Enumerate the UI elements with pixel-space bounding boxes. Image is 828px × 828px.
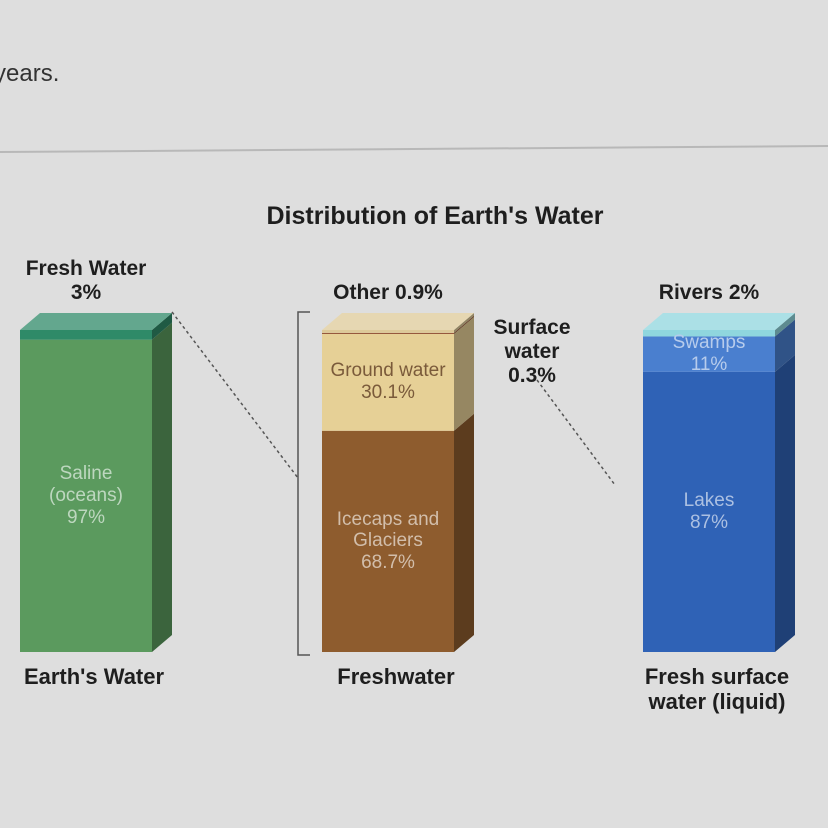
segment-label: Saline (oceans) 97% bbox=[26, 463, 146, 529]
data-label: 87% bbox=[689, 511, 729, 533]
bar-segment bbox=[643, 336, 775, 372]
segment-name: Icecaps and Glaciers bbox=[336, 508, 440, 552]
bar-segment bbox=[643, 330, 775, 337]
segment-label: Surface water 0.3% bbox=[477, 316, 587, 388]
bar-side bbox=[775, 354, 795, 652]
bar-segment bbox=[322, 430, 454, 652]
segment-label: Ground water 30.1% bbox=[328, 360, 448, 404]
segment-name: Swamps bbox=[672, 332, 746, 354]
bar-segment bbox=[322, 332, 454, 334]
bracket bbox=[297, 311, 310, 656]
chart-title: Distribution of Earth's Water bbox=[266, 202, 604, 230]
segment-name: Saline (oceans) bbox=[49, 463, 123, 506]
bar-top bbox=[643, 313, 795, 330]
segment-label: Fresh Water 3% bbox=[16, 257, 156, 305]
data-label: 0.9% bbox=[394, 280, 443, 304]
connector bbox=[171, 311, 299, 479]
segment-name: Rivers bbox=[658, 280, 723, 304]
bar-segment bbox=[20, 339, 152, 652]
bar-side bbox=[775, 319, 795, 372]
data-label: 11% bbox=[690, 354, 728, 376]
data-label: 68.7% bbox=[361, 552, 415, 574]
segment-label: Swamps 11% bbox=[649, 332, 769, 376]
data-label: 3% bbox=[70, 280, 102, 304]
connector bbox=[536, 379, 616, 486]
bar-segment bbox=[643, 371, 775, 652]
segment-label: Icecaps and Glaciers 68.7% bbox=[328, 509, 448, 575]
bar-side bbox=[454, 413, 474, 652]
bar-side bbox=[454, 315, 474, 334]
segment-name: Ground water bbox=[330, 360, 446, 382]
bar-segment bbox=[20, 330, 152, 340]
page-text: years. bbox=[0, 60, 60, 87]
segment-label: Lakes 87% bbox=[649, 490, 769, 534]
category-label: Freshwater bbox=[337, 664, 455, 689]
segment-label: Other 0.9% bbox=[318, 281, 458, 305]
bar-top bbox=[322, 313, 474, 330]
category-label: Earth's Water bbox=[23, 664, 165, 689]
bar-side bbox=[152, 313, 172, 340]
data-label: 30.1% bbox=[361, 382, 415, 404]
data-label: 97% bbox=[66, 506, 106, 528]
data-label: 0.3% bbox=[508, 364, 556, 388]
bar-segment bbox=[322, 333, 454, 431]
segment-label: Rivers 2% bbox=[639, 281, 779, 305]
segment-name: Fresh Water bbox=[25, 256, 147, 280]
divider bbox=[0, 145, 828, 153]
bar-side bbox=[454, 316, 474, 431]
data-label: 2% bbox=[728, 280, 760, 304]
bar-side bbox=[775, 313, 795, 337]
category-label: Fresh surface water (liquid) bbox=[644, 664, 790, 715]
bar-side bbox=[152, 322, 172, 652]
bar-top bbox=[20, 313, 172, 330]
segment-name: Other bbox=[333, 280, 390, 304]
bar-side bbox=[454, 313, 474, 333]
bar-segment bbox=[322, 330, 454, 333]
segment-name: Lakes bbox=[683, 490, 735, 512]
segment-name: Surface water bbox=[493, 315, 571, 364]
